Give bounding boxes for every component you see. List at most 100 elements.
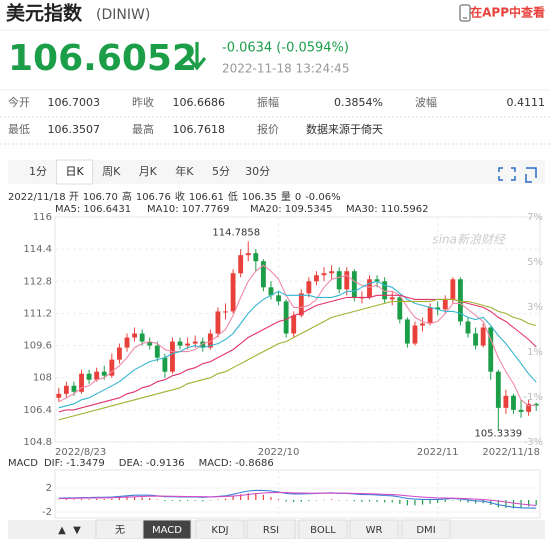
- macd-bar: [247, 493, 249, 500]
- macd-bar: [528, 500, 530, 507]
- indicator-tab: [349, 519, 399, 539]
- candle-body: [495, 371, 501, 408]
- macd-bar: [391, 500, 393, 503]
- candle-body: [298, 293, 304, 316]
- candle-body: [526, 403, 532, 412]
- candle-body: [207, 333, 213, 348]
- ma-line: [58, 280, 537, 409]
- candle-body: [404, 319, 410, 344]
- candle-body: [185, 343, 191, 346]
- macd-bar: [96, 498, 98, 500]
- macd-tick-label: 2: [46, 483, 52, 494]
- y2-tick-label: 1%: [527, 347, 543, 358]
- macd-bar: [103, 499, 105, 500]
- quote-value: 106.7003: [48, 96, 101, 109]
- indicator-tab[interactable]: WR: [366, 525, 383, 536]
- macd-bar: [171, 500, 174, 501]
- macd-bar: [429, 500, 431, 504]
- candle-body: [306, 281, 312, 294]
- ma-line: [58, 264, 537, 407]
- macd-bar: [300, 500, 302, 502]
- macd-bar: [111, 498, 113, 500]
- tab[interactable]: 年K: [175, 164, 194, 178]
- indicator-tab[interactable]: ▼: [73, 525, 81, 536]
- candle-body: [56, 393, 62, 398]
- macd-bar: [73, 499, 75, 500]
- indicator-tab[interactable]: DMI: [416, 525, 435, 536]
- y-tick-label: 108: [33, 373, 52, 384]
- tab[interactable]: 30分: [245, 165, 270, 178]
- candle-body: [253, 253, 259, 262]
- high-annotation: 114.7858: [212, 227, 260, 238]
- title: 美元指数: [6, 2, 83, 25]
- macd-bar: [209, 500, 211, 501]
- macd-bar: [285, 500, 287, 502]
- tab[interactable]: 日K: [65, 165, 84, 178]
- tab[interactable]: 1分: [29, 165, 47, 178]
- candle-body: [442, 299, 448, 310]
- quote-value: 106.3507: [48, 123, 101, 136]
- macd-bar: [262, 494, 264, 500]
- candle-body: [412, 325, 418, 344]
- macd-bar: [474, 500, 477, 504]
- candle-body: [458, 279, 463, 322]
- candle-body: [192, 341, 198, 344]
- tab[interactable]: 5分: [212, 165, 230, 178]
- ohlc-text: 2022/11/18 开: [8, 192, 79, 203]
- y-tick-label: 116: [33, 212, 52, 223]
- macd-bar: [270, 496, 272, 500]
- macd-bar: [414, 500, 416, 506]
- candle-body: [268, 287, 274, 296]
- macd-bar: [202, 500, 204, 502]
- macd-bar: [497, 500, 499, 508]
- quote-label: 振幅: [257, 95, 279, 109]
- indicator-tab-selected: [142, 519, 192, 539]
- tab[interactable]: 周K: [102, 165, 121, 178]
- legend-item: MA5: 106.6431: [55, 204, 131, 215]
- app-link[interactable]: 在APP中查看: [470, 5, 545, 20]
- macd-bar: [88, 499, 90, 500]
- y2-tick-label: 3%: [527, 302, 543, 313]
- legend-item: MA30: 110.5962: [346, 204, 428, 215]
- indicator-tab[interactable]: KDJ: [211, 525, 228, 536]
- ohlc-text: 106.61: [189, 192, 224, 203]
- quote-label: 最低: [8, 123, 30, 136]
- ohlc-text: 低: [228, 190, 238, 203]
- candle-body: [94, 371, 100, 380]
- time: 2022-11-18 13:24:45: [222, 62, 349, 76]
- macd-bar: [164, 500, 166, 501]
- tab[interactable]: 月K: [139, 165, 158, 178]
- indicator-tab[interactable]: 无: [115, 525, 125, 536]
- indicator-tab[interactable]: RSI: [263, 525, 279, 536]
- phone-icon: [459, 4, 471, 22]
- dea-line: [58, 491, 537, 507]
- low-annotation: 105.3339: [474, 428, 522, 439]
- macd-bar: [315, 500, 318, 501]
- quote-label: 昨收: [132, 95, 154, 109]
- ohlc-text: 106.70: [83, 192, 118, 203]
- macd-bar: [353, 500, 355, 502]
- x-tick-label: 2022/11/18: [482, 447, 540, 458]
- legend-item: MA10: 107.7769: [147, 204, 229, 215]
- candle-body: [276, 295, 281, 302]
- indicator-tab[interactable]: ▲: [58, 525, 66, 536]
- candle-body: [533, 403, 539, 406]
- candle-body: [397, 297, 403, 320]
- candle-body: [230, 273, 236, 312]
- macd-bar: [277, 498, 280, 500]
- macd-legend: DEA: -0.9136: [119, 458, 185, 469]
- candle-body: [450, 279, 456, 300]
- indicator-tab[interactable]: MACD: [152, 525, 182, 536]
- candle-body: [367, 279, 372, 298]
- candle-body: [336, 271, 342, 290]
- indicator-tab[interactable]: BOLL: [310, 525, 336, 536]
- candle-body: [147, 341, 153, 346]
- macd-bar: [338, 500, 340, 501]
- macd-tick-label: -2: [42, 507, 52, 518]
- candle-body: [291, 315, 297, 334]
- candle-body: [170, 341, 175, 372]
- candle-body: [465, 321, 471, 334]
- ohlc-text: 0: [295, 192, 301, 203]
- macd-bar: [467, 500, 469, 503]
- candle-body: [223, 311, 228, 313]
